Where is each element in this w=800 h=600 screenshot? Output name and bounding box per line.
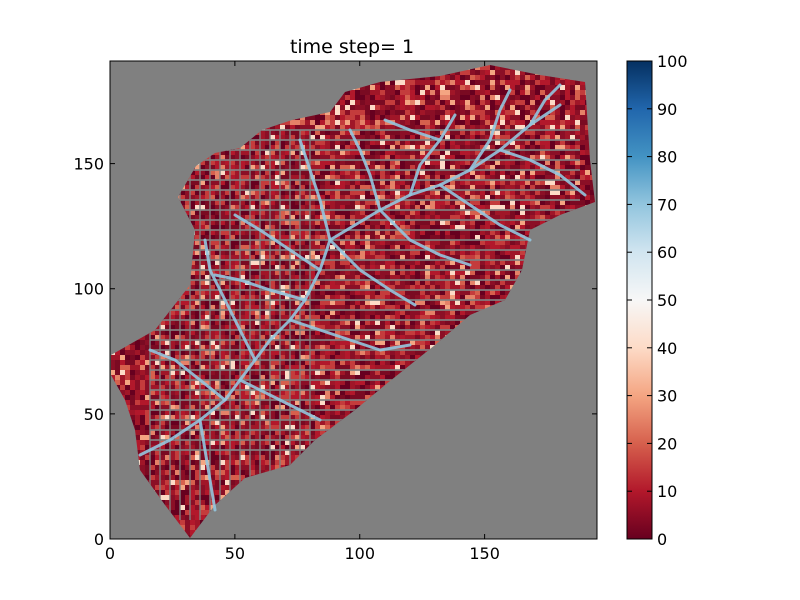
colorbar-tick-label: 80: [657, 148, 677, 167]
channel-segment: [203, 238, 257, 362]
channel-segment: [348, 128, 382, 212]
colorbar-ticks: 0 10 20 30 40 50 60 70 80 90 100: [627, 52, 688, 549]
y-tick-label: 0: [94, 530, 104, 549]
colorbar-tick-label: 70: [657, 195, 677, 214]
channel-segment: [408, 113, 457, 197]
drainage-channels: [138, 83, 587, 512]
channel-segment: [328, 238, 417, 307]
colorbar-tick-label: 60: [657, 243, 677, 262]
colorbar-tick-label: 90: [657, 100, 677, 119]
channel-segment: [233, 213, 322, 272]
channel-segment: [528, 83, 562, 127]
colorbar-tick-label: 10: [657, 482, 677, 501]
chart-title: time step= 1: [290, 36, 414, 58]
x-axis: 0 50 100 150: [105, 61, 500, 563]
colorbar-tick-label: 30: [657, 387, 677, 406]
channel-segment: [378, 208, 472, 267]
channel-segment: [213, 273, 307, 302]
colorbar-tick-label: 100: [657, 52, 688, 71]
y-tick-label: 100: [73, 280, 104, 299]
colorbar-tick-label: 20: [657, 434, 677, 453]
x-tick-label: 50: [225, 544, 245, 563]
channel-segment: [383, 118, 442, 142]
plot-frame: [109, 60, 598, 540]
channel-segment: [298, 138, 332, 242]
colorbar-tick-label: 40: [657, 339, 677, 358]
x-tick-label: 150: [469, 544, 500, 563]
x-tick-label: 0: [105, 544, 115, 563]
channel-segment: [288, 318, 412, 352]
y-axis: 0 50 100 150: [73, 155, 597, 549]
x-tick-label: 100: [344, 544, 375, 563]
channel-segment: [468, 88, 512, 172]
channel-segment: [498, 148, 587, 197]
colorbar: 0 10 20 30 40 50 60 70 80 90 100: [626, 52, 688, 549]
colorbar-tick-label: 0: [657, 530, 667, 549]
y-tick-label: 50: [84, 405, 104, 424]
y-tick-label: 150: [73, 155, 104, 174]
plot-area: [109, 60, 598, 540]
channel-segment: [148, 348, 227, 402]
channel-segment: [238, 378, 322, 422]
channel-segment: [198, 418, 217, 512]
colorbar-tick-label: 50: [657, 291, 677, 310]
channel-segment: [438, 183, 532, 242]
